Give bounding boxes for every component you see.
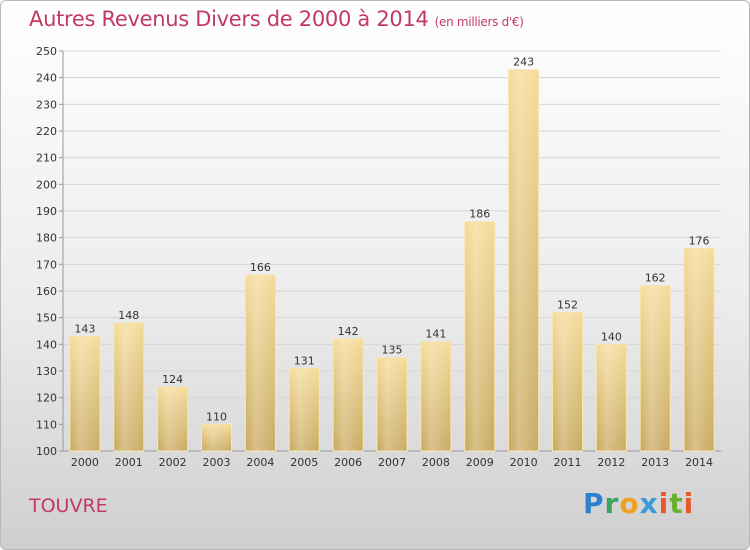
data-label: 141 (425, 328, 446, 341)
x-tick-label: 2011 (553, 456, 581, 469)
bar-highlight (334, 340, 363, 451)
y-tick-label: 150 (36, 312, 57, 325)
x-tick-label: 2014 (685, 456, 713, 469)
x-tick-label: 2009 (466, 456, 494, 469)
chart-title: Autres Revenus Divers de 2000 à 2014 (en … (29, 7, 524, 31)
data-label: 124 (162, 373, 183, 386)
logo-letter: x (639, 487, 659, 520)
x-tick-label: 2012 (597, 456, 625, 469)
y-tick-label: 180 (36, 232, 57, 245)
y-tick-label: 130 (36, 365, 57, 378)
data-label: 131 (294, 354, 315, 367)
bar-highlight (553, 313, 582, 451)
x-tick-label: 2006 (334, 456, 362, 469)
bar-highlight (465, 222, 494, 451)
data-label: 110 (206, 410, 227, 423)
bar-highlight (158, 388, 187, 451)
y-tick-label: 120 (36, 392, 57, 405)
x-tick-label: 2008 (422, 456, 450, 469)
x-tick-label: 2001 (115, 456, 143, 469)
chart-subtitle: (en milliers d'€) (434, 15, 524, 29)
data-label: 166 (250, 261, 271, 274)
bar-highlight (421, 342, 450, 451)
bar-highlight (597, 345, 626, 451)
logo-letter: o (619, 487, 640, 520)
x-tick-label: 2007 (378, 456, 406, 469)
logo-letter: t (669, 487, 684, 520)
data-label: 162 (645, 272, 666, 285)
x-tick-label: 2013 (641, 456, 669, 469)
y-tick-label: 140 (36, 338, 57, 351)
bar-highlight (114, 324, 143, 451)
y-tick-label: 110 (36, 418, 57, 431)
place-name: TOUVRE (29, 495, 108, 517)
data-label: 135 (382, 344, 403, 357)
data-label: 148 (118, 309, 139, 322)
y-tick-label: 240 (36, 72, 57, 85)
data-label: 143 (74, 322, 95, 335)
bar-highlight (378, 358, 406, 451)
data-label: 140 (601, 330, 622, 343)
data-label: 186 (469, 208, 490, 221)
logo-letter: i (683, 487, 695, 520)
bar-highlight (246, 276, 275, 451)
y-tick-label: 250 (36, 45, 57, 58)
bar-highlight (641, 286, 670, 451)
y-tick-label: 230 (36, 98, 57, 111)
y-tick-label: 100 (36, 445, 57, 458)
y-tick-label: 210 (36, 152, 57, 165)
logo-letter: P (583, 487, 605, 520)
bar-highlight (202, 425, 231, 451)
logo-letter: i (658, 487, 670, 520)
y-tick-label: 190 (36, 205, 57, 218)
bar-highlight (70, 337, 99, 451)
y-tick-label: 160 (36, 285, 57, 298)
bar-highlight (509, 70, 538, 452)
bar-highlight (685, 249, 714, 451)
proxiti-logo: Proxiti (583, 487, 694, 520)
chart-title-text: Autres Revenus Divers de 2000 à 2014 (29, 7, 429, 31)
y-tick-label: 200 (36, 178, 57, 191)
x-tick-label: 2003 (203, 456, 231, 469)
data-label: 152 (557, 298, 578, 311)
x-tick-label: 2002 (159, 456, 187, 469)
x-tick-label: 2000 (71, 456, 99, 469)
bar-highlight (290, 369, 319, 451)
y-tick-label: 170 (36, 258, 57, 271)
x-tick-label: 2004 (246, 456, 274, 469)
y-tick-label: 220 (36, 125, 57, 138)
data-label: 243 (513, 56, 534, 69)
x-tick-label: 2005 (290, 456, 318, 469)
data-label: 176 (689, 234, 710, 247)
x-tick-label: 2010 (510, 456, 538, 469)
logo-letter: r (604, 487, 620, 520)
data-label: 142 (338, 325, 359, 338)
